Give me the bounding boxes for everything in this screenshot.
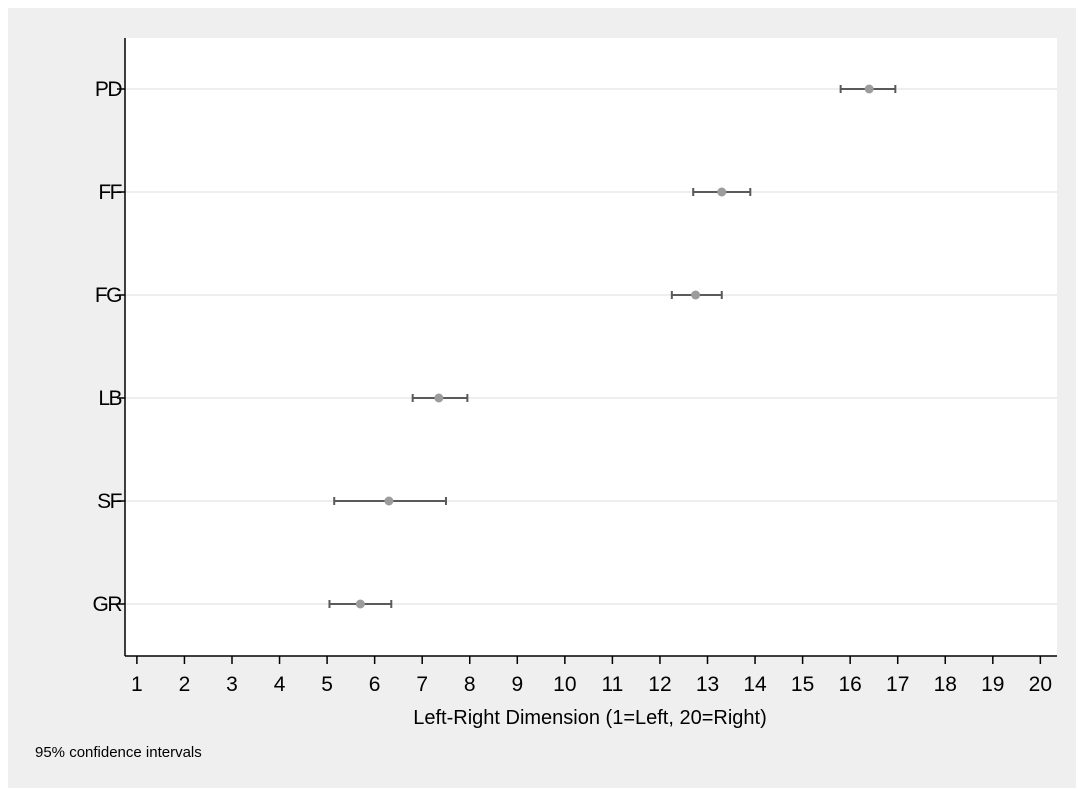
mean-marker: [434, 393, 444, 403]
x-tick-label: 20: [1029, 673, 1052, 696]
category-labels: PD FF FG LB SF GR: [93, 78, 124, 616]
x-tick-label: 19: [981, 673, 1004, 696]
mean-marker: [384, 496, 394, 506]
x-tick-label: 5: [321, 673, 333, 696]
x-tick-label: 8: [464, 673, 476, 696]
category-label: FF: [98, 181, 121, 204]
category-label: LB: [98, 387, 121, 410]
x-tick-label: 4: [274, 673, 286, 696]
x-tick-label: 11: [601, 673, 623, 696]
x-tick-label: 9: [511, 673, 523, 696]
category-label: SF: [97, 490, 122, 513]
category-label: FG: [95, 284, 121, 307]
x-tick-label: 16: [838, 673, 861, 696]
mean-marker: [864, 84, 874, 94]
x-tick-label: 15: [791, 673, 814, 696]
x-tick-label: 7: [416, 673, 428, 696]
grid-lines: [125, 88, 1057, 605]
x-tick-label: 1: [131, 673, 143, 696]
x-tick-label: 6: [369, 673, 381, 696]
mean-marker: [717, 187, 727, 197]
x-tick-label: 10: [553, 673, 576, 696]
axes: [117, 38, 1057, 664]
data-marks: [328, 84, 897, 609]
category-label: PD: [95, 78, 123, 101]
x-tick-label: 2: [179, 673, 191, 696]
category-label: GR: [93, 593, 123, 616]
x-tick-label: 18: [934, 673, 957, 696]
x-tick-label: 13: [696, 673, 719, 696]
plot-area: [125, 38, 1057, 656]
x-tick-label: 14: [743, 673, 767, 696]
x-tick-label: 3: [226, 673, 238, 696]
x-tick-label: 12: [648, 673, 671, 696]
x-tick-labels: 1 2 3 4 5 6 7 8 9 10 11 12 13 14 15 16 17 18 19 20: [131, 673, 1052, 696]
mean-marker: [355, 599, 365, 609]
mean-marker: [691, 290, 701, 300]
x-tick-label: 17: [886, 673, 909, 696]
chart-note: 95% confidence intervals: [35, 744, 202, 761]
x-axis-title: Left-Right Dimension (1=Left, 20=Right): [413, 707, 767, 729]
